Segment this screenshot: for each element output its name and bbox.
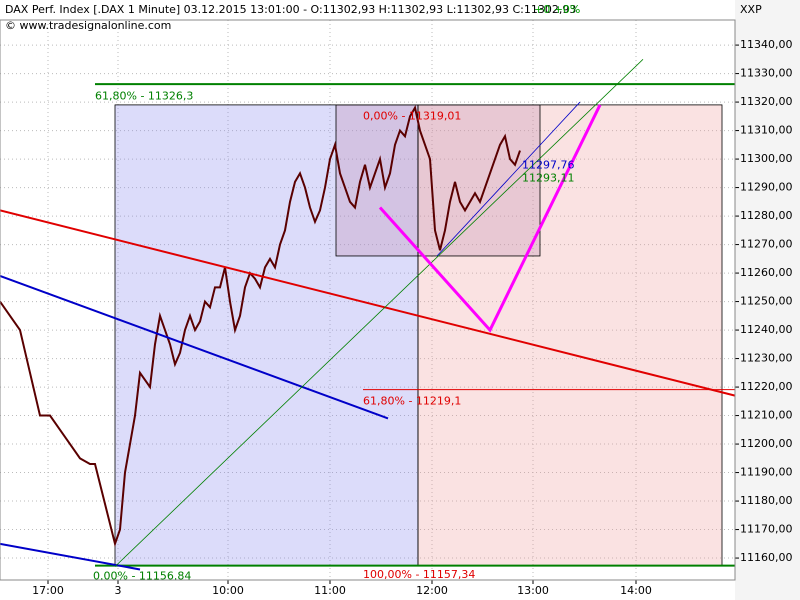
y-tick-label: 11210,00: [740, 409, 793, 422]
annotation: 61,80% - 11219,1: [363, 394, 461, 407]
copyright: © www.tradesignalonline.com: [5, 19, 171, 32]
y-tick-label: 11250,00: [740, 295, 793, 308]
trendline: [0, 209, 736, 397]
axis-title: XXP: [740, 3, 762, 16]
x-tick-label: 10:00: [212, 584, 244, 597]
chart-title: DAX Perf. Index [.DAX 1 Minute] 03.12.20…: [5, 3, 576, 16]
plot-border: [0, 19, 736, 581]
zone: [417, 104, 723, 567]
zone: [114, 104, 419, 567]
y-tick-label: 11320,00: [740, 95, 793, 108]
y-tick-label: 11310,00: [740, 124, 793, 137]
x-tick-label: 14:00: [620, 584, 652, 597]
y-tick-label: 11230,00: [740, 352, 793, 365]
x-tick-label: 13:00: [517, 584, 549, 597]
x-tick-label: 3: [115, 584, 122, 597]
y-tick-label: 11170,00: [740, 523, 793, 536]
y-tick-label: 11290,00: [740, 181, 793, 194]
y-tick-label: 11180,00: [740, 494, 793, 507]
y-tick-label: 11240,00: [740, 323, 793, 336]
y-tick-label: 11300,00: [740, 152, 793, 165]
y-tick-label: 11330,00: [740, 67, 793, 80]
trendline: [436, 101, 581, 257]
plot: 61,80% - 11326,3 0,00% - 11319,01 61,80% -…: [0, 19, 739, 584]
trendline: [0, 274, 389, 420]
change: +0 +0%: [534, 3, 580, 16]
trendline: [378, 104, 602, 333]
zone: [417, 104, 541, 257]
trendline: [114, 59, 644, 567]
annotation: 0,00% - 11319,01: [363, 109, 461, 122]
y-tick-label: 11280,00: [740, 209, 793, 222]
zone: [335, 104, 419, 257]
x-tick-label: 11:00: [314, 584, 346, 597]
x-tick-label: 12:00: [416, 584, 448, 597]
annotation: 100,00% - 11157,34: [363, 568, 475, 581]
y-tick-label: 11160,00: [740, 551, 793, 564]
annotation: 11293,11: [522, 172, 575, 185]
annotation: 0.00% - 11156.84: [93, 570, 191, 583]
x-tick-label: 17:00: [32, 584, 64, 597]
axis-panel: [735, 0, 800, 600]
y-tick-label: 11270,00: [740, 238, 793, 251]
y-tick-label: 11220,00: [740, 380, 793, 393]
y-tick-label: 11200,00: [740, 437, 793, 450]
y-tick-label: 11340,00: [740, 38, 793, 51]
price-line: [0, 105, 521, 548]
y-tick-label: 11190,00: [740, 466, 793, 479]
annotation: 61,80% - 11326,3: [95, 89, 193, 102]
annotation: 11297,76: [522, 158, 575, 171]
y-tick-label: 11260,00: [740, 266, 793, 279]
